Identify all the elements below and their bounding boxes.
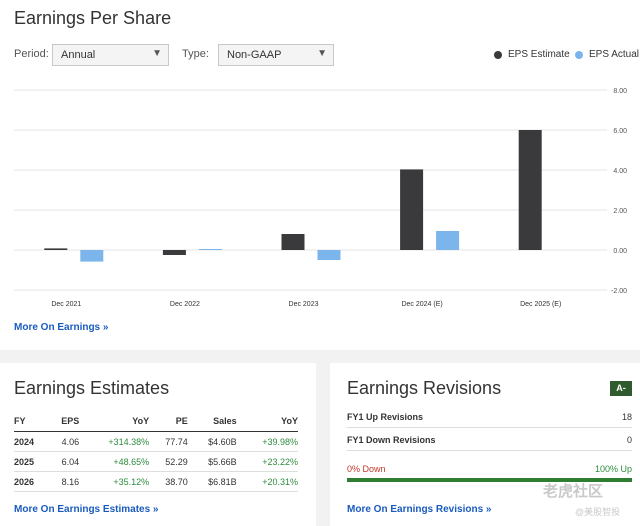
estimates-title: Earnings Estimates	[14, 378, 170, 398]
more-on-earnings-link[interactable]: More On Earnings »	[14, 322, 109, 333]
cell-eps: 8.16	[48, 471, 80, 492]
x-tick-label: Dec 2025 (E)	[520, 301, 561, 308]
legend-estimate-dot	[494, 50, 502, 59]
estimates-table: FY EPS YoY PE Sales YoY 2024 4.06 +314.3…	[14, 413, 298, 492]
down-revisions-label: FY1 Down Revisions	[347, 434, 436, 445]
col-sales: Sales	[187, 413, 237, 432]
page-title: Earnings Per Share	[14, 8, 172, 28]
up-revisions-value: 18	[621, 411, 632, 422]
cell-sales: $6.81B	[187, 471, 237, 492]
table-row: 2025 6.04 +48.65% 52.29 $5.66B +23.22%	[14, 451, 298, 472]
bar-actual	[198, 249, 222, 250]
cell-sales-yoy: +23.22%	[236, 451, 298, 472]
watermark-logo: 老虎社区	[543, 483, 604, 500]
type-select[interactable]: Non-GAAP ▼	[218, 44, 334, 66]
col-sales-yoy: YoY	[236, 413, 298, 432]
bar-estimate	[281, 234, 305, 250]
eps-chart: 8.00 6.00 4.00 2.00 0.00 -2.00 Dec 2021 Dec 202…	[14, 88, 627, 308]
up-revisions-label: FY1 Up Revisions	[347, 411, 424, 422]
y-tick-label: -2.00	[611, 288, 627, 295]
col-eps: EPS	[48, 413, 80, 432]
col-fy: FY	[14, 413, 49, 432]
revisions-title: Earnings Revisions	[347, 378, 502, 398]
estimates-header-row: FY EPS YoY PE Sales YoY	[14, 413, 298, 432]
cell-pe: 38.70	[149, 471, 188, 492]
x-tick-label: Dec 2024 (E)	[401, 301, 442, 308]
more-on-estimates-link[interactable]: More On Earnings Estimates »	[14, 504, 159, 515]
watermark-handle: @美股智投	[575, 507, 621, 517]
revisions-progress-bar	[347, 478, 632, 482]
period-label: Period:	[14, 48, 49, 60]
cell-sales: $4.60B	[187, 431, 237, 452]
type-label: Type:	[182, 48, 209, 60]
cell-eps: 4.06	[48, 431, 80, 452]
cell-fy: 2024	[14, 431, 49, 452]
y-tick-label: 2.00	[613, 208, 627, 215]
cell-yoy: +48.65%	[79, 451, 150, 472]
bar-actual	[317, 250, 341, 260]
cell-sales: $5.66B	[187, 451, 237, 472]
cell-fy: 2026	[14, 471, 49, 492]
bar-estimate	[44, 248, 68, 250]
table-row: 2026 8.16 +35.12% 38.70 $6.81B +20.31%	[14, 471, 298, 492]
cell-eps: 6.04	[48, 451, 80, 472]
cell-pe: 52.29	[149, 451, 188, 472]
bar-actual	[80, 250, 104, 262]
bar-estimate	[518, 130, 542, 250]
legend-actual-label: EPS Actual	[589, 49, 640, 60]
period-select[interactable]: Annual ▼	[52, 44, 169, 66]
y-tick-label: 6.00	[613, 128, 627, 135]
bar-estimate	[400, 169, 424, 250]
fy1-down-revisions-row: FY1 Down Revisions 0	[347, 429, 632, 451]
x-tick-label: Dec 2023	[289, 301, 319, 308]
x-tick-label: Dec 2022	[170, 301, 200, 308]
cell-fy: 2025	[14, 451, 49, 472]
x-tick-label: Dec 2021	[51, 301, 81, 308]
cell-sales-yoy: +39.98%	[236, 431, 298, 452]
cell-sales-yoy: +20.31%	[236, 471, 298, 492]
chevron-down-icon: ▼	[152, 48, 162, 59]
y-tick-label: 0.00	[613, 248, 627, 255]
down-percent: 0% Down	[347, 464, 386, 474]
down-revisions-value: 0	[626, 434, 632, 445]
col-yoy: YoY	[79, 413, 150, 432]
cell-yoy: +35.12%	[79, 471, 150, 492]
y-tick-label: 4.00	[613, 168, 627, 175]
type-select-value: Non-GAAP	[227, 49, 282, 61]
legend-actual-dot	[575, 50, 583, 59]
cell-yoy: +314.38%	[79, 431, 150, 452]
bar-estimate	[162, 250, 186, 255]
more-on-revisions-link[interactable]: More On Earnings Revisions »	[347, 504, 492, 515]
up-percent: 100% Up	[594, 464, 632, 474]
earnings-revisions-panel: Earnings Revisions	[330, 363, 640, 526]
legend-eps-estimate[interactable]: EPS Estimate	[494, 49, 570, 60]
eps-section: Earnings Per Share Period: Annual ▼ Type…	[0, 0, 640, 350]
legend-eps-actual[interactable]: EPS Actual	[575, 49, 639, 60]
revision-grade-badge: A-	[610, 381, 632, 396]
legend-estimate-label: EPS Estimate	[508, 49, 570, 60]
col-pe: PE	[149, 413, 188, 432]
table-row: 2024 4.06 +314.38% 77.74 $4.60B +39.98%	[14, 431, 298, 452]
cell-pe: 77.74	[149, 431, 188, 452]
chevron-down-icon: ▼	[317, 48, 327, 59]
bar-actual	[436, 231, 460, 250]
fy1-up-revisions-row: FY1 Up Revisions 18	[347, 406, 632, 428]
period-select-value: Annual	[61, 49, 96, 61]
y-tick-label: 8.00	[613, 88, 627, 95]
